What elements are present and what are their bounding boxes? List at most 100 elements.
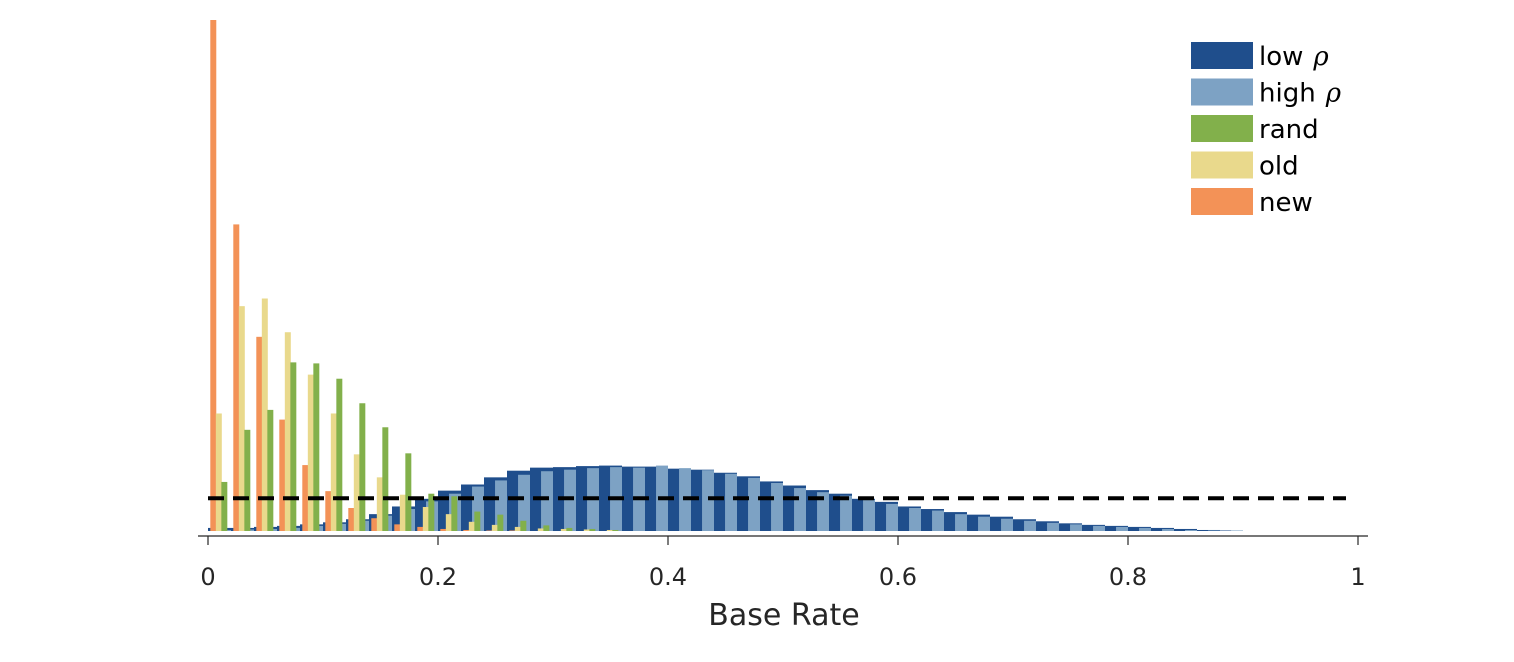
bar-high: [1231, 530, 1243, 531]
bar-high: [1116, 526, 1128, 531]
bar-rand: [612, 529, 619, 531]
bar-old: [560, 528, 567, 531]
legend-swatch-rand: [1191, 115, 1253, 142]
bar-old: [215, 413, 222, 531]
bar-new: [233, 224, 240, 531]
bar-new: [210, 20, 217, 531]
bar-rand: [497, 514, 504, 531]
bar-high: [564, 469, 576, 531]
bar-high: [978, 516, 990, 531]
bar-new: [417, 526, 424, 531]
bar-high: [886, 503, 898, 531]
bar-rand: [244, 429, 251, 531]
bar-high: [1070, 524, 1082, 531]
bar-high: [541, 471, 553, 531]
bar-rand: [382, 427, 389, 531]
bar-new: [371, 518, 378, 531]
legend-label-new: new: [1259, 188, 1313, 218]
x-tick-label: 1: [1350, 563, 1365, 591]
bar-old: [261, 298, 268, 531]
bar-old: [353, 454, 360, 531]
legend-name-high: high: [1259, 79, 1316, 109]
bar-new: [256, 336, 263, 531]
bar-old: [606, 529, 613, 531]
bar-rand: [520, 520, 527, 531]
legend-swatch-new: [1191, 188, 1253, 215]
bar-old: [330, 413, 337, 531]
bar-rand: [267, 409, 274, 531]
bar-new: [279, 419, 286, 531]
bar-high: [472, 486, 484, 531]
bar-rand: [451, 496, 458, 531]
bar-high: [1001, 518, 1013, 531]
legend-label-rand: rand: [1259, 115, 1319, 145]
legend-label-low: low ρ: [1259, 42, 1329, 72]
bar-high: [1139, 527, 1151, 531]
x-tick-label: 0.6: [879, 563, 917, 591]
bar-new: [325, 491, 332, 531]
bar-rand: [359, 403, 366, 531]
x-tick-label: 0.8: [1109, 563, 1147, 591]
bar-high: [909, 508, 921, 531]
bar-old: [445, 514, 452, 531]
bar-high: [817, 492, 829, 531]
bar-high: [1162, 528, 1174, 531]
x-tick-label: 0.2: [419, 563, 457, 591]
bar-old: [422, 506, 429, 531]
bar-high: [840, 495, 852, 531]
bar-high: [495, 480, 507, 531]
bar-old: [238, 306, 245, 531]
bar-high: [932, 510, 944, 531]
bar-old: [491, 524, 498, 531]
bar-new: [486, 530, 493, 531]
bar-old: [376, 477, 383, 531]
legend-label-old: old: [1259, 152, 1299, 182]
bar-high: [702, 470, 714, 531]
bar-rand: [221, 481, 228, 531]
bar-old: [399, 494, 406, 531]
x-ticks: 0 0.2 0.4 0.6 0.8 1: [200, 536, 1366, 591]
bar-old: [284, 332, 291, 531]
legend-symbol-high: ρ: [1325, 79, 1342, 109]
x-tick-label: 0: [200, 563, 215, 591]
x-axis-title: Base Rate: [708, 598, 859, 633]
bar-high: [863, 499, 875, 531]
bar-new: [463, 529, 470, 531]
legend-name-new: new: [1259, 188, 1313, 218]
bar-high: [518, 474, 530, 531]
bar-new: [509, 530, 516, 531]
bar-new: [302, 465, 309, 531]
bar-high: [794, 488, 806, 531]
bar-rand: [474, 511, 481, 531]
bar-rand: [428, 493, 435, 531]
bars-layer: [208, 20, 1243, 532]
bar-high: [771, 482, 783, 531]
legend-swatch-low: [1191, 42, 1253, 69]
bar-high: [1093, 525, 1105, 531]
bar-new: [348, 508, 355, 531]
bar-rand: [589, 528, 596, 531]
bar-old: [514, 526, 521, 531]
bar-old: [307, 374, 314, 531]
bar-rand: [543, 525, 550, 531]
bar-high: [748, 477, 760, 531]
bar-rand: [405, 453, 412, 531]
legend-symbol-low: ρ: [1312, 42, 1329, 72]
bar-old: [468, 521, 475, 531]
legend-label-high: high ρ: [1259, 79, 1342, 109]
legend-name-low: low: [1259, 42, 1303, 72]
legend-name-old: old: [1259, 152, 1299, 182]
bar-new: [394, 524, 401, 531]
bar-high: [725, 473, 737, 531]
bar-rand: [290, 362, 297, 531]
bar-old: [583, 529, 590, 531]
bar-high: [955, 514, 967, 531]
bar-rand: [336, 378, 343, 531]
bar-high: [1185, 529, 1197, 531]
bar-old: [537, 528, 544, 531]
legend-swatch-high: [1191, 78, 1253, 106]
legend-swatch-old: [1191, 151, 1253, 179]
